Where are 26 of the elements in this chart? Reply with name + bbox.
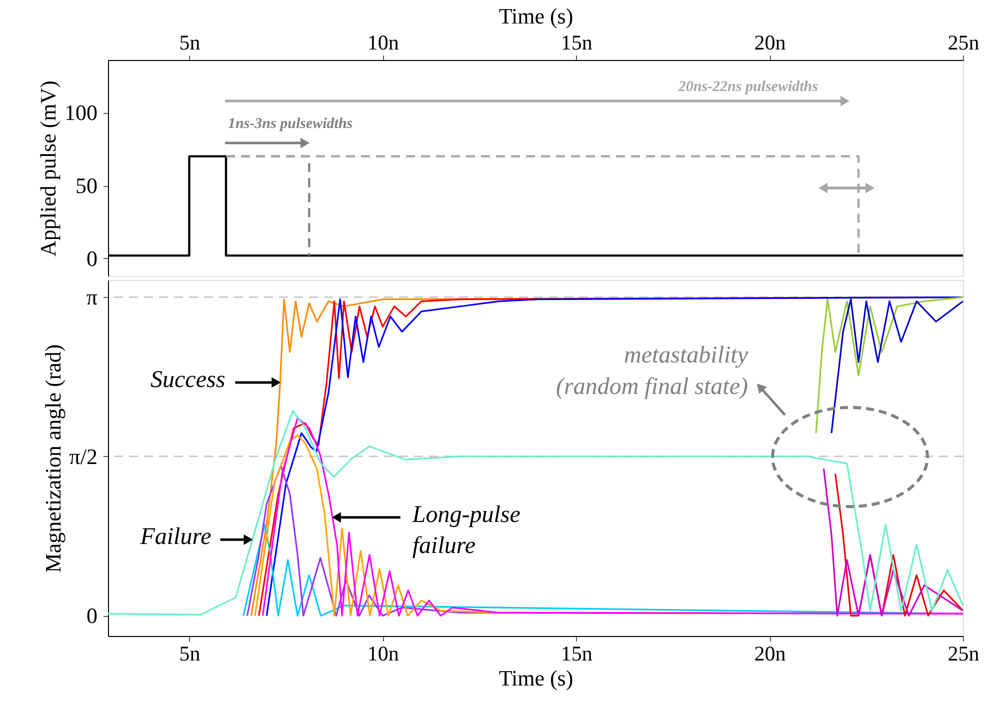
x-tick-label: 20n	[754, 30, 786, 54]
y-tick-label: π/2	[69, 444, 98, 469]
x-tick-label: 10n	[367, 642, 400, 666]
x-tick-label: 5n	[179, 642, 201, 666]
y-tick-label: 0	[86, 603, 98, 628]
annotation: 20ns-22ns pulsewidths	[677, 79, 818, 95]
x-axis-title: Time (s)	[498, 666, 574, 690]
y-axis-title: Magnetization angle (rad)	[40, 344, 66, 573]
y-tick-label: 0	[86, 246, 98, 271]
y-tick-label: π	[86, 284, 98, 310]
x-axis-title: Time (s)	[498, 4, 574, 28]
y-axis-title: Applied pulse (mV)	[36, 80, 60, 256]
annotation: Failure	[139, 524, 212, 550]
annotation: 1ns-3ns pulsewidths	[228, 116, 353, 132]
y-tick-label: 100	[64, 100, 98, 126]
x-tick-label: 25n	[948, 30, 980, 54]
x-tick-label: 5n	[179, 30, 201, 54]
annotation: metastability (random final state)	[556, 342, 748, 400]
y-tick-label: 50	[76, 173, 98, 198]
x-tick-label: 10n	[367, 30, 400, 54]
annotation: Success	[150, 367, 226, 394]
x-tick-label: 15n	[560, 642, 593, 666]
annotation: Long-pulse failure	[411, 502, 521, 560]
x-tick-label: 15n	[560, 30, 593, 54]
x-tick-label: 25n	[948, 642, 980, 666]
x-tick-label: 20n	[754, 642, 786, 666]
